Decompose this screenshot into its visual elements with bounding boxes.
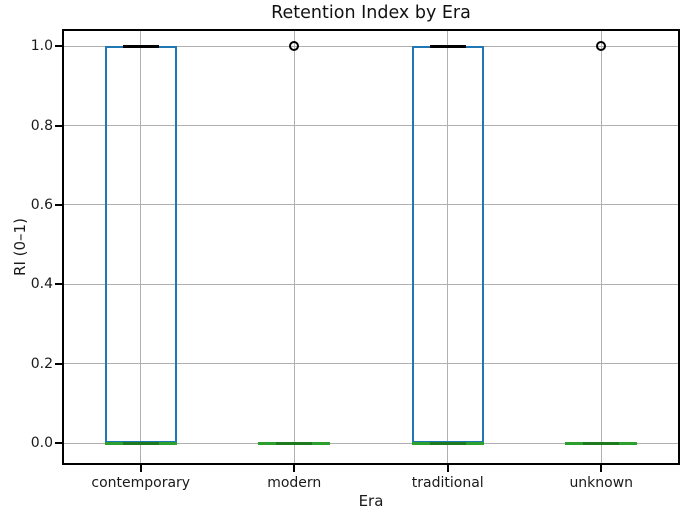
y-tick-label: 0.2 xyxy=(30,355,53,372)
median-cap-overlap xyxy=(429,441,466,445)
gridline-v xyxy=(447,31,449,463)
y-tick-label: 1.0 xyxy=(30,38,53,55)
y-tick-label: 0.6 xyxy=(30,196,53,213)
gridline-h xyxy=(64,204,678,206)
x-tick-label: modern xyxy=(267,475,322,491)
y-tick-label: 0.0 xyxy=(30,435,53,452)
y-tick-mark xyxy=(55,442,62,445)
x-tick-label: unknown xyxy=(569,475,634,491)
median-cap-overlap xyxy=(583,441,620,445)
whisker-cap xyxy=(429,44,466,48)
y-tick-label: 0.4 xyxy=(30,276,53,293)
x-tick-mark xyxy=(446,465,449,472)
chart-title: Retention Index by Era xyxy=(271,3,471,23)
y-tick-mark xyxy=(55,45,62,48)
outlier-point xyxy=(596,41,607,52)
y-tick-mark xyxy=(55,124,62,127)
gridline-v xyxy=(293,31,295,463)
box xyxy=(411,46,484,444)
x-tick-mark xyxy=(600,465,603,472)
y-tick-label: 0.8 xyxy=(30,117,53,134)
x-tick-mark xyxy=(139,465,142,472)
gridline-h xyxy=(64,363,678,365)
box xyxy=(104,46,177,444)
gridline-h xyxy=(64,45,678,47)
x-tick-mark xyxy=(293,465,296,472)
gridline-h xyxy=(64,442,678,444)
outlier-point xyxy=(289,41,300,52)
x-tick-label: traditional xyxy=(411,475,484,491)
median-cap-overlap xyxy=(122,441,159,445)
y-tick-mark xyxy=(55,362,62,365)
median-cap-overlap xyxy=(276,441,313,445)
gridline-v xyxy=(600,31,602,463)
x-axis-label: Era xyxy=(358,492,384,510)
y-tick-mark xyxy=(55,203,62,206)
gridline-h xyxy=(64,283,678,285)
plot-area xyxy=(64,31,678,463)
gridline-v xyxy=(140,31,142,463)
whisker-cap xyxy=(122,44,159,48)
gridline-h xyxy=(64,125,678,126)
x-tick-label: contemporary xyxy=(91,475,191,491)
y-tick-mark xyxy=(55,283,62,286)
